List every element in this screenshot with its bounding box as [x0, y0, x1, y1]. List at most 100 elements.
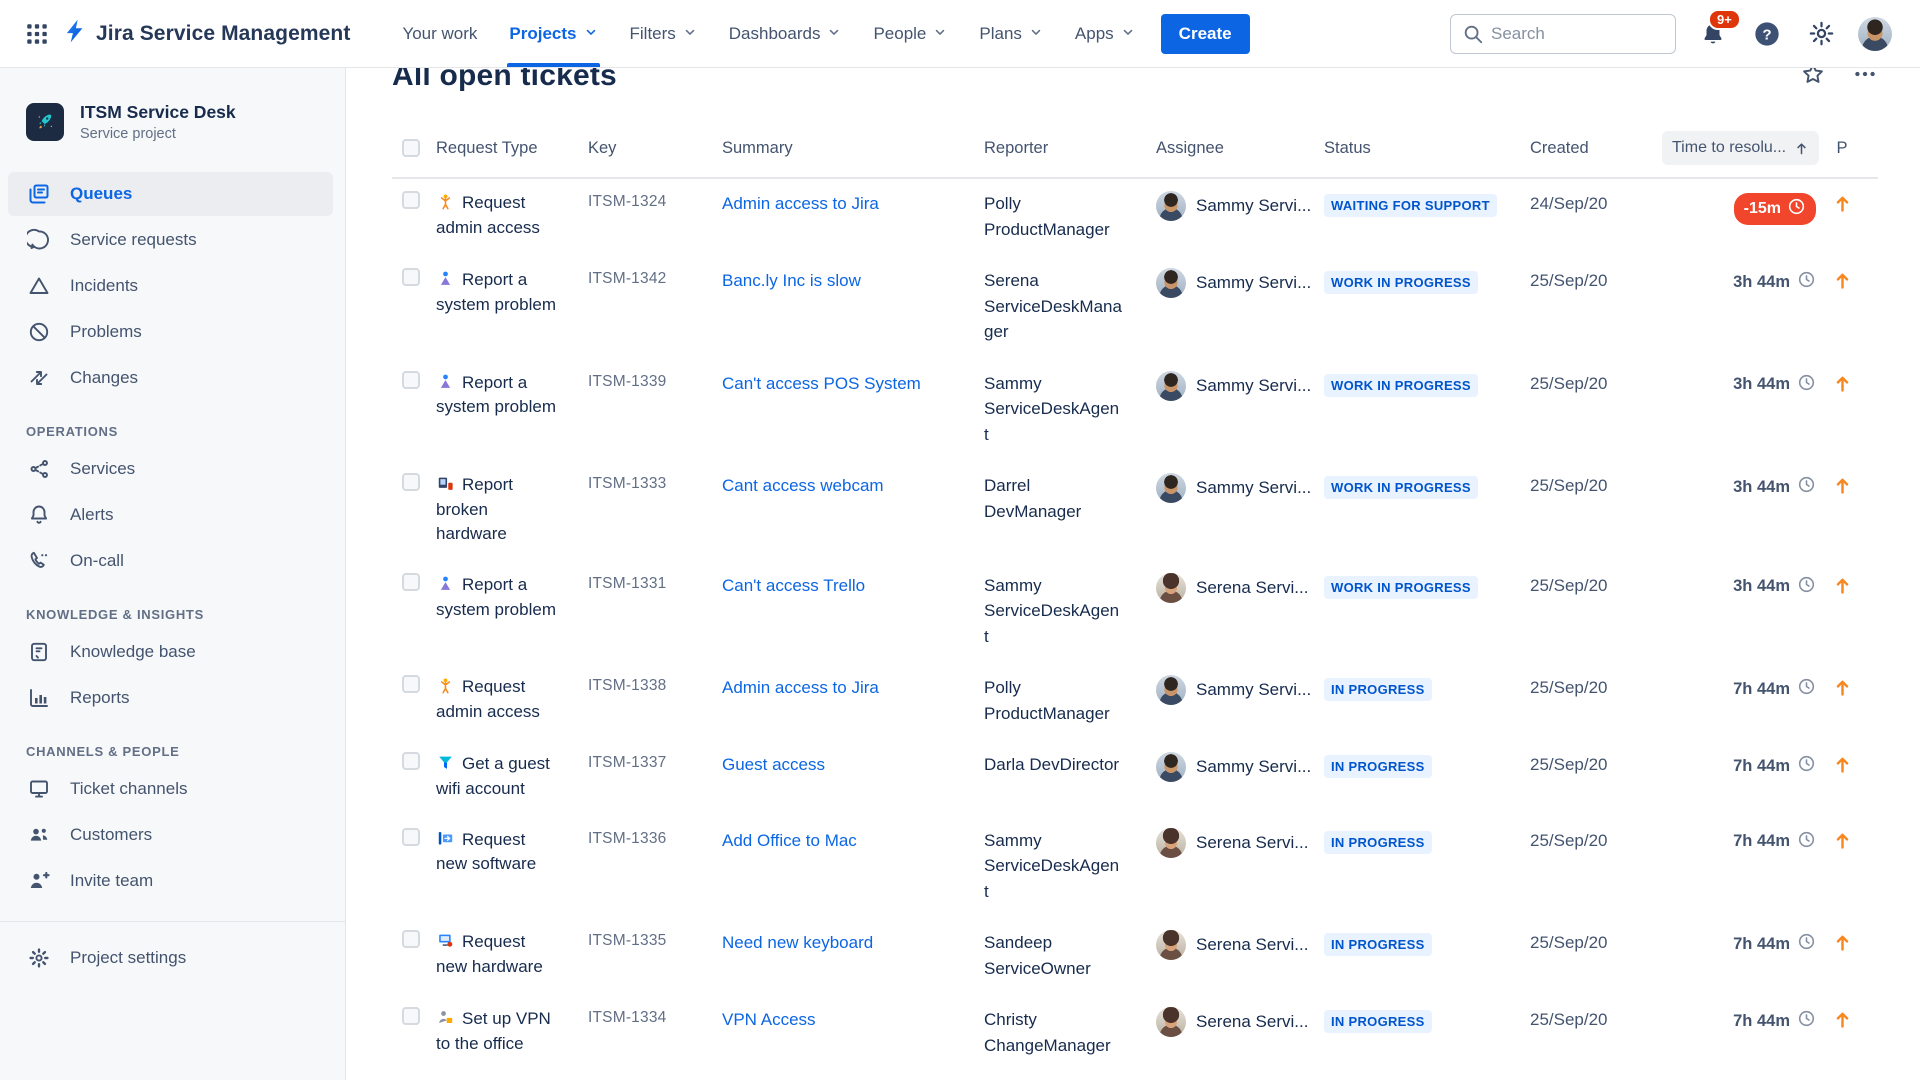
row-checkbox[interactable]	[402, 827, 420, 846]
ticket-summary-link[interactable]: Need new keyboard	[722, 933, 874, 953]
ticket-summary-link[interactable]: Can't access POS System	[722, 373, 921, 393]
clock-icon	[1797, 575, 1816, 599]
column-header-time-to-resolution-sort[interactable]: Time to resolu...	[1662, 131, 1820, 165]
sidebar-item-project-settings[interactable]: Project settings	[8, 936, 333, 980]
ticket-row-ITSM-1335: Request new hardware ITSM-1335 Need new …	[392, 918, 1878, 995]
project-header[interactable]: ITSM Service Desk Service project	[0, 102, 345, 142]
time-to-resolution-value: 7h 44m	[1733, 832, 1790, 851]
status-badge[interactable]: IN PROGRESS	[1324, 755, 1432, 779]
notifications-button[interactable]: 9+	[1696, 8, 1741, 51]
ticket-summary-link[interactable]: Admin access to Jira	[722, 194, 879, 213]
clock-icon	[1797, 475, 1816, 499]
status-badge[interactable]: WORK IN PROGRESS	[1324, 271, 1478, 294]
status-badge[interactable]: IN PROGRESS	[1324, 933, 1432, 957]
sidebar-item-invite-team[interactable]: Invite team	[8, 859, 333, 903]
column-header-priority[interactable]: P	[1836, 138, 1848, 157]
ticket-row-ITSM-1324: Request admin access ITSM-1324 Admin acc…	[392, 179, 1878, 256]
ticket-summary-link[interactable]: Add Office to Mac	[722, 830, 857, 850]
row-checkbox[interactable]	[402, 191, 420, 209]
sidebar-item-problems[interactable]: Problems	[8, 310, 333, 354]
row-checkbox[interactable]	[402, 1007, 420, 1026]
sidebar-item-changes[interactable]: Changes	[8, 356, 333, 400]
user-avatar[interactable]	[1858, 16, 1892, 51]
nav-item-label: Plans	[979, 23, 1022, 43]
nav-item-plans[interactable]: Plans	[967, 0, 1055, 67]
status-badge[interactable]: IN PROGRESS	[1324, 678, 1432, 702]
nav-item-your-work[interactable]: Your work	[390, 0, 489, 67]
column-header-assignee[interactable]: Assignee	[1156, 138, 1224, 157]
ticket-summary-link[interactable]: Banc.ly Inc is slow	[722, 271, 861, 290]
status-badge[interactable]: IN PROGRESS	[1324, 1010, 1432, 1034]
ticket-summary-link[interactable]: VPN Access	[722, 1010, 816, 1030]
table-header-row: Request Type Key Summary Reporter Assign…	[392, 131, 1878, 179]
sidebar-item-knowledge-base[interactable]: Knowledge base	[8, 630, 333, 674]
chevron-down-icon	[1121, 24, 1135, 44]
sidebar-item-alerts[interactable]: Alerts	[8, 493, 333, 537]
status-badge[interactable]: WORK IN PROGRESS	[1324, 575, 1478, 599]
time-to-resolution-cell: 3h 44m	[1662, 268, 1820, 294]
assignee-avatar	[1156, 268, 1186, 298]
row-checkbox[interactable]	[402, 675, 420, 694]
column-header-status[interactable]: Status	[1324, 138, 1371, 157]
create-button[interactable]: Create	[1160, 13, 1250, 54]
sidebar-item-service-requests[interactable]: Service requests	[8, 218, 333, 262]
reporter-name: Darrel DevManager	[984, 476, 1082, 521]
status-badge[interactable]: IN PROGRESS	[1324, 830, 1432, 854]
column-header-reporter[interactable]: Reporter	[984, 138, 1049, 157]
column-header-key[interactable]: Key	[588, 138, 617, 157]
reporter-name: Serena ServiceDeskManager	[984, 271, 1122, 341]
nav-item-dashboards[interactable]: Dashboards	[717, 0, 854, 67]
settings-icon	[26, 945, 52, 971]
row-checkbox[interactable]	[402, 268, 420, 286]
status-badge[interactable]: WORK IN PROGRESS	[1324, 476, 1478, 499]
ticket-summary-link[interactable]: Cant access webcam	[722, 476, 884, 495]
row-checkbox[interactable]	[402, 930, 420, 949]
status-badge[interactable]: WAITING FOR SUPPORT	[1324, 194, 1497, 217]
nav-item-label: Your work	[402, 23, 478, 43]
sidebar-item-customers[interactable]: Customers	[8, 813, 333, 857]
row-checkbox[interactable]	[402, 370, 420, 389]
select-all-checkbox[interactable]	[402, 139, 420, 157]
app-switcher-icon[interactable]	[22, 19, 52, 49]
incidents-icon	[26, 273, 52, 299]
column-header-request-type[interactable]: Request Type	[436, 138, 538, 157]
clock-icon	[1797, 373, 1816, 397]
help-button[interactable]: ?	[1750, 17, 1784, 51]
sidebar-item-ticket-channels[interactable]: Ticket channels	[8, 767, 333, 811]
reporter-name: Sandeep ServiceOwner	[984, 933, 1091, 978]
more-actions-icon[interactable]	[1852, 61, 1878, 92]
row-checkbox[interactable]	[402, 572, 420, 591]
sidebar-item-incidents[interactable]: Incidents	[8, 264, 333, 308]
sidebar-item-queues[interactable]: Queues	[8, 172, 333, 216]
priority-medium-icon	[1820, 573, 1864, 596]
settings-gear-icon[interactable]	[1804, 17, 1838, 51]
assignee-avatar	[1156, 191, 1186, 221]
nav-item-apps[interactable]: Apps	[1063, 0, 1147, 67]
system-problem-icon	[436, 372, 456, 390]
search-input[interactable]	[1450, 13, 1676, 54]
new-software-icon	[436, 829, 456, 847]
queues-icon	[26, 181, 52, 207]
sidebar-item-label: Services	[70, 459, 136, 478]
ticket-key: ITSM-1336	[588, 829, 667, 847]
sidebar-item-on-call[interactable]: On-call	[8, 539, 333, 583]
reports-icon	[26, 685, 52, 711]
nav-item-people[interactable]: People	[861, 0, 959, 67]
nav-item-projects[interactable]: Projects	[497, 0, 609, 67]
sidebar-item-reports[interactable]: Reports	[8, 676, 333, 720]
nav-item-filters[interactable]: Filters	[618, 0, 709, 67]
row-checkbox[interactable]	[402, 473, 420, 491]
ticket-row-ITSM-1338: Request admin access ITSM-1338 Admin acc…	[392, 663, 1878, 740]
row-checkbox[interactable]	[402, 752, 420, 771]
status-badge[interactable]: WORK IN PROGRESS	[1324, 373, 1478, 397]
ticket-summary-link[interactable]: Guest access	[722, 755, 825, 775]
created-date: 25/Sep/20	[1530, 830, 1608, 850]
ticket-summary-link[interactable]: Admin access to Jira	[722, 678, 879, 698]
ticket-summary-link[interactable]: Can't access Trello	[722, 575, 866, 595]
app-logo[interactable]: Jira Service Management	[62, 18, 350, 49]
column-header-created[interactable]: Created	[1530, 138, 1589, 157]
sidebar-item-services[interactable]: Services	[8, 447, 333, 491]
favorite-star-icon[interactable]	[1800, 61, 1826, 92]
column-header-summary[interactable]: Summary	[722, 138, 793, 157]
svg-text:?: ?	[1762, 26, 1771, 43]
